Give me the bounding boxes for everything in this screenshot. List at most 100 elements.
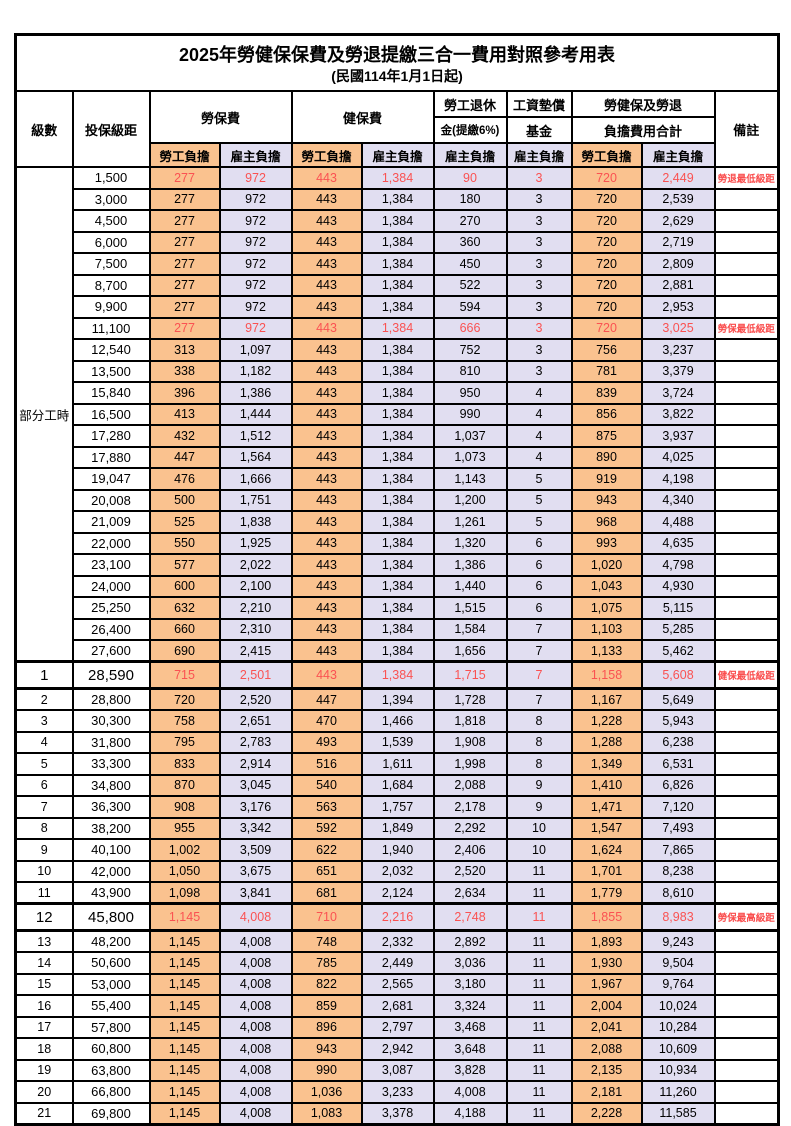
cell-health_er: 3,087 [360, 1058, 435, 1082]
cell-health_er: 1,466 [360, 709, 435, 733]
cell-level: 21 [14, 1101, 74, 1125]
cell-salary: 15,840 [71, 381, 151, 405]
cell-health_emp: 822 [290, 972, 363, 996]
cell-health_emp: 990 [290, 1058, 363, 1082]
cell-health_er: 1,384 [360, 166, 435, 190]
table-row: 15,840 396 1,386 443 1,384 950 4 839 3,724 [16, 381, 780, 405]
table-row: 4 31,800 795 2,783 493 1,539 1,908 8 1,288 6,238 [14, 730, 780, 754]
cell-salary: 38,200 [71, 816, 151, 840]
cell-labor_er: 1,512 [218, 424, 293, 448]
table-row: 24,000 600 2,100 443 1,384 1,440 6 1,043 4,930 [16, 574, 780, 598]
cell-labor_emp: 1,145 [148, 972, 221, 996]
cell-fund_er: 5 [505, 467, 573, 491]
table-row: 16,500 413 1,444 443 1,384 990 4 856 3,822 [16, 402, 780, 426]
cell-level: 15 [14, 972, 74, 996]
table-row: 6,000 277 972 443 1,384 360 3 720 2,719 [16, 230, 780, 254]
cell-pension_er: 1,584 [432, 617, 508, 641]
cell-salary: 17,880 [71, 445, 151, 469]
cell-labor_er: 1,097 [218, 338, 293, 362]
cell-note [713, 424, 780, 448]
cell-fund_er: 7 [505, 617, 573, 641]
cell-health_er: 1,384 [360, 359, 435, 383]
cell-salary: 60,800 [71, 1037, 151, 1061]
table-row: 23,100 577 2,022 443 1,384 1,386 6 1,020 4,798 [16, 553, 780, 577]
header-row-2: 金(提繳6%) 基金 負擔費用合計 [16, 116, 779, 144]
cell-total_er: 8,983 [640, 902, 716, 932]
subheader-health-employee: 勞工負擔 [290, 142, 363, 168]
cell-health_emp: 443 [290, 402, 363, 426]
cell-labor_er: 1,838 [218, 510, 293, 534]
cell-total_er: 5,943 [640, 709, 716, 733]
cell-pension_er: 1,073 [432, 445, 508, 469]
cell-labor_er: 4,008 [218, 1015, 293, 1039]
cell-salary: 23,100 [71, 553, 151, 577]
cell-note [713, 445, 780, 469]
cell-total_emp: 1,930 [570, 951, 643, 975]
cell-fund_er: 4 [505, 445, 573, 469]
cell-level: 19 [14, 1058, 74, 1082]
table-row: 17,880 447 1,564 443 1,384 1,073 4 890 4,025 [16, 445, 780, 469]
table-row: 26,400 660 2,310 443 1,384 1,584 7 1,103 5,285 [16, 617, 780, 641]
cell-health_er: 1,384 [360, 273, 435, 297]
cell-pension_er: 3,648 [432, 1037, 508, 1061]
cell-salary: 57,800 [71, 1015, 151, 1039]
cell-total_emp: 1,167 [570, 687, 643, 711]
cell-fund_er: 3 [505, 359, 573, 383]
table-row: 27,600 690 2,415 443 1,384 1,656 7 1,133 5,462 [16, 639, 780, 663]
cell-total_er: 5,115 [640, 596, 716, 620]
table-row: 12,540 313 1,097 443 1,384 752 3 756 3,237 [16, 338, 780, 362]
cell-note [713, 273, 780, 297]
cell-labor_emp: 870 [148, 773, 221, 797]
cell-note [713, 531, 780, 555]
cell-labor_emp: 690 [148, 639, 221, 663]
cell-note [713, 1015, 780, 1039]
cell-note [713, 1080, 780, 1104]
cell-total_er: 2,539 [640, 187, 716, 211]
cell-total_emp: 968 [570, 510, 643, 534]
cell-total_er: 8,610 [640, 881, 716, 905]
cell-health_emp: 443 [290, 273, 363, 297]
cell-note [713, 359, 780, 383]
cell-salary: 33,300 [71, 752, 151, 776]
cell-note [713, 252, 780, 276]
cell-fund_er: 9 [505, 773, 573, 797]
cell-total_emp: 2,041 [570, 1015, 643, 1039]
cell-total_er: 10,609 [640, 1037, 716, 1061]
cell-note [713, 795, 780, 819]
cell-labor_emp: 1,002 [148, 838, 221, 862]
cell-health_er: 1,384 [360, 660, 435, 690]
cell-health_er: 1,384 [360, 639, 435, 663]
cell-note [713, 209, 780, 233]
cell-labor_emp: 908 [148, 795, 221, 819]
cell-pension_er: 450 [432, 252, 508, 276]
cell-labor_er: 1,386 [218, 381, 293, 405]
cell-note: 勞保最高級距 [713, 902, 780, 932]
cell-salary: 53,000 [71, 972, 151, 996]
cell-labor_er: 4,008 [218, 902, 293, 932]
cell-level: 12 [14, 902, 74, 932]
cell-health_er: 2,032 [360, 859, 435, 883]
cell-health_emp: 443 [290, 445, 363, 469]
cell-labor_emp: 758 [148, 709, 221, 733]
cell-salary: 13,500 [71, 359, 151, 383]
cell-pension_er: 1,386 [432, 553, 508, 577]
cell-salary: 8,700 [71, 273, 151, 297]
cell-total_emp: 1,228 [570, 709, 643, 733]
cell-health_emp: 443 [290, 316, 363, 340]
cell-total_emp: 1,701 [570, 859, 643, 883]
cell-labor_emp: 476 [148, 467, 221, 491]
cell-health_er: 1,384 [360, 510, 435, 534]
row-group-label: 部分工時 [14, 166, 74, 663]
cell-health_er: 2,681 [360, 994, 435, 1018]
cell-total_er: 9,243 [640, 929, 716, 953]
cell-health_er: 1,384 [360, 596, 435, 620]
cell-total_er: 4,930 [640, 574, 716, 598]
cell-labor_emp: 277 [148, 295, 221, 319]
cell-salary: 31,800 [71, 730, 151, 754]
cell-labor_er: 1,925 [218, 531, 293, 555]
cell-labor_emp: 715 [148, 660, 221, 690]
cell-fund_er: 3 [505, 338, 573, 362]
table-body: 部分工時 1,500 277 972 443 1,384 90 3 720 2,449 勞退最低級距… [14, 166, 780, 1125]
col-header-pension-top: 勞工退休 [432, 90, 508, 118]
cell-total_er: 3,379 [640, 359, 716, 383]
